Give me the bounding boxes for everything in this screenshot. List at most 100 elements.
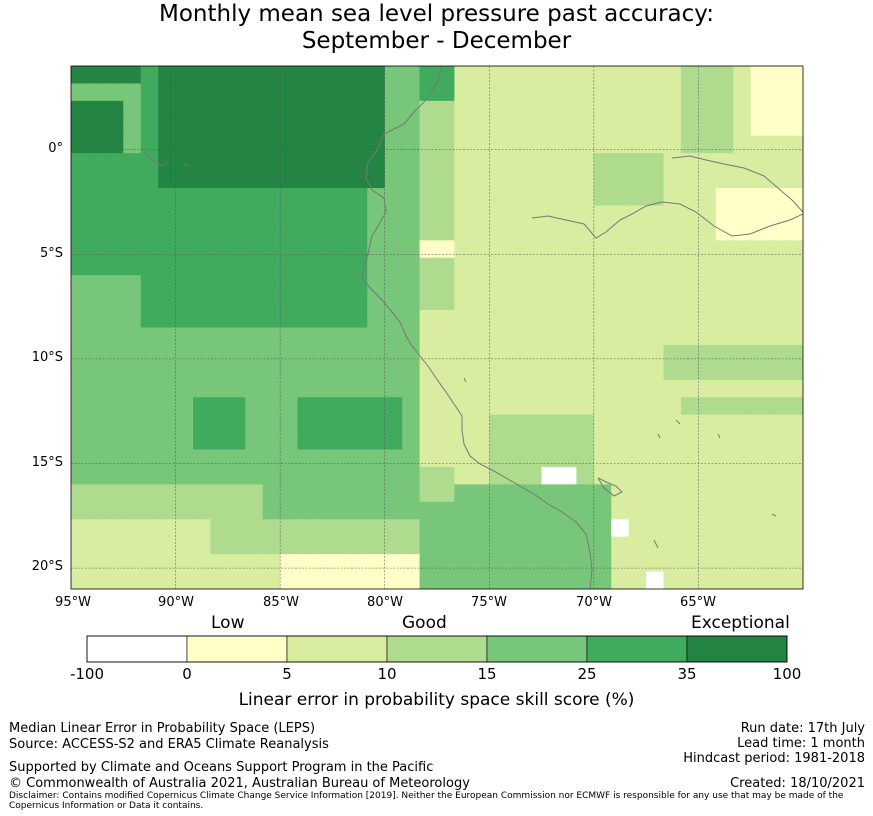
skill-cell (419, 118, 438, 137)
skill-cell (227, 484, 246, 503)
skill-cell (489, 501, 508, 520)
skill-cell (750, 292, 769, 311)
skill-cell (297, 153, 316, 172)
skill-cell (175, 519, 194, 538)
skill-cell (628, 222, 647, 241)
skill-cell (105, 310, 124, 329)
skill-cell (715, 501, 734, 520)
skill-cell (715, 240, 734, 259)
skill-cell (158, 379, 177, 398)
skill-cell (471, 240, 490, 259)
skill-cell (733, 414, 752, 433)
skill-cell (768, 205, 787, 224)
skill-cell (471, 449, 490, 468)
skill-cell (402, 379, 421, 398)
skill-cell (384, 397, 403, 416)
skill-cell (332, 588, 351, 589)
skill-cell (785, 135, 803, 154)
skill-cell (332, 519, 351, 538)
skill-cell (140, 414, 159, 433)
skill-cell (576, 554, 595, 573)
skill-cell (524, 327, 543, 346)
skill-cell (768, 135, 787, 154)
skill-cell (71, 379, 90, 398)
skill-cell (646, 292, 665, 311)
skill-cell (210, 83, 229, 102)
skill-cell (733, 257, 752, 276)
skill-cell (663, 118, 682, 137)
skill-cell (628, 153, 647, 172)
colorbar-tick: 0 (182, 665, 192, 683)
skill-cell (210, 362, 229, 381)
skill-cell (193, 153, 212, 172)
skill-cell (646, 275, 665, 294)
skill-cell (140, 327, 159, 346)
lon-label-95w: 95°W (55, 595, 91, 610)
skill-cell (332, 292, 351, 311)
skill-cell (541, 222, 560, 241)
skill-cell (454, 414, 473, 433)
skill-cell (297, 135, 316, 154)
skill-cell (802, 240, 803, 259)
skill-cell (349, 432, 368, 451)
skill-cell (768, 222, 787, 241)
skill-cell (88, 170, 107, 189)
skill-cell (71, 466, 90, 485)
skill-cell (210, 484, 229, 503)
skill-cell (280, 554, 299, 573)
skill-cell (140, 257, 159, 276)
skill-cell (663, 484, 682, 503)
skill-cell (227, 100, 246, 119)
skill-cell (297, 484, 316, 503)
skill-cell (71, 432, 90, 451)
skill-cell (698, 327, 717, 346)
skill-cell (558, 519, 578, 538)
skill-cell (123, 83, 142, 102)
skill-cell (768, 100, 787, 119)
skill-cell (332, 344, 351, 363)
colorbar-tick: 10 (377, 665, 397, 683)
skill-cell (715, 379, 734, 398)
skill-cell (193, 344, 212, 363)
skill-cell (367, 327, 386, 346)
skill-cell (558, 153, 578, 172)
skill-cell (227, 83, 246, 102)
skill-cell (471, 275, 490, 294)
skill-cell (227, 222, 246, 241)
skill-cell (541, 449, 560, 468)
skill-cell (349, 135, 368, 154)
skill-cell (524, 432, 543, 451)
skill-cell (593, 414, 612, 433)
skill-cell (802, 397, 803, 416)
skill-cell (663, 188, 682, 207)
skill-cell (105, 449, 124, 468)
skill-cell (576, 188, 595, 207)
skill-cell (123, 118, 142, 137)
skill-cell (628, 414, 647, 433)
skill-cell (663, 153, 682, 172)
skill-cell (506, 414, 525, 433)
skill-cell (175, 240, 194, 259)
skill-cell (436, 83, 456, 102)
skill-cell (332, 170, 351, 189)
skill-cell (680, 257, 700, 276)
skill-cell (193, 66, 212, 85)
skill-cell (349, 118, 368, 137)
skill-cell (524, 66, 543, 85)
skill-cell (593, 519, 612, 538)
skill-cell (140, 100, 159, 119)
skill-cell (175, 100, 194, 119)
skill-cell (802, 536, 803, 555)
skill-cell (593, 240, 612, 259)
skill-cell (558, 240, 578, 259)
skill-cell (785, 327, 803, 346)
skill-cell (611, 414, 630, 433)
skill-cell (402, 83, 421, 102)
skill-cell (419, 362, 438, 381)
skill-cell (297, 83, 316, 102)
skill-cell (71, 554, 90, 573)
skill-cell (140, 275, 159, 294)
skill-cell (349, 571, 368, 589)
skill-cell (506, 536, 525, 555)
skill-cell (593, 327, 612, 346)
